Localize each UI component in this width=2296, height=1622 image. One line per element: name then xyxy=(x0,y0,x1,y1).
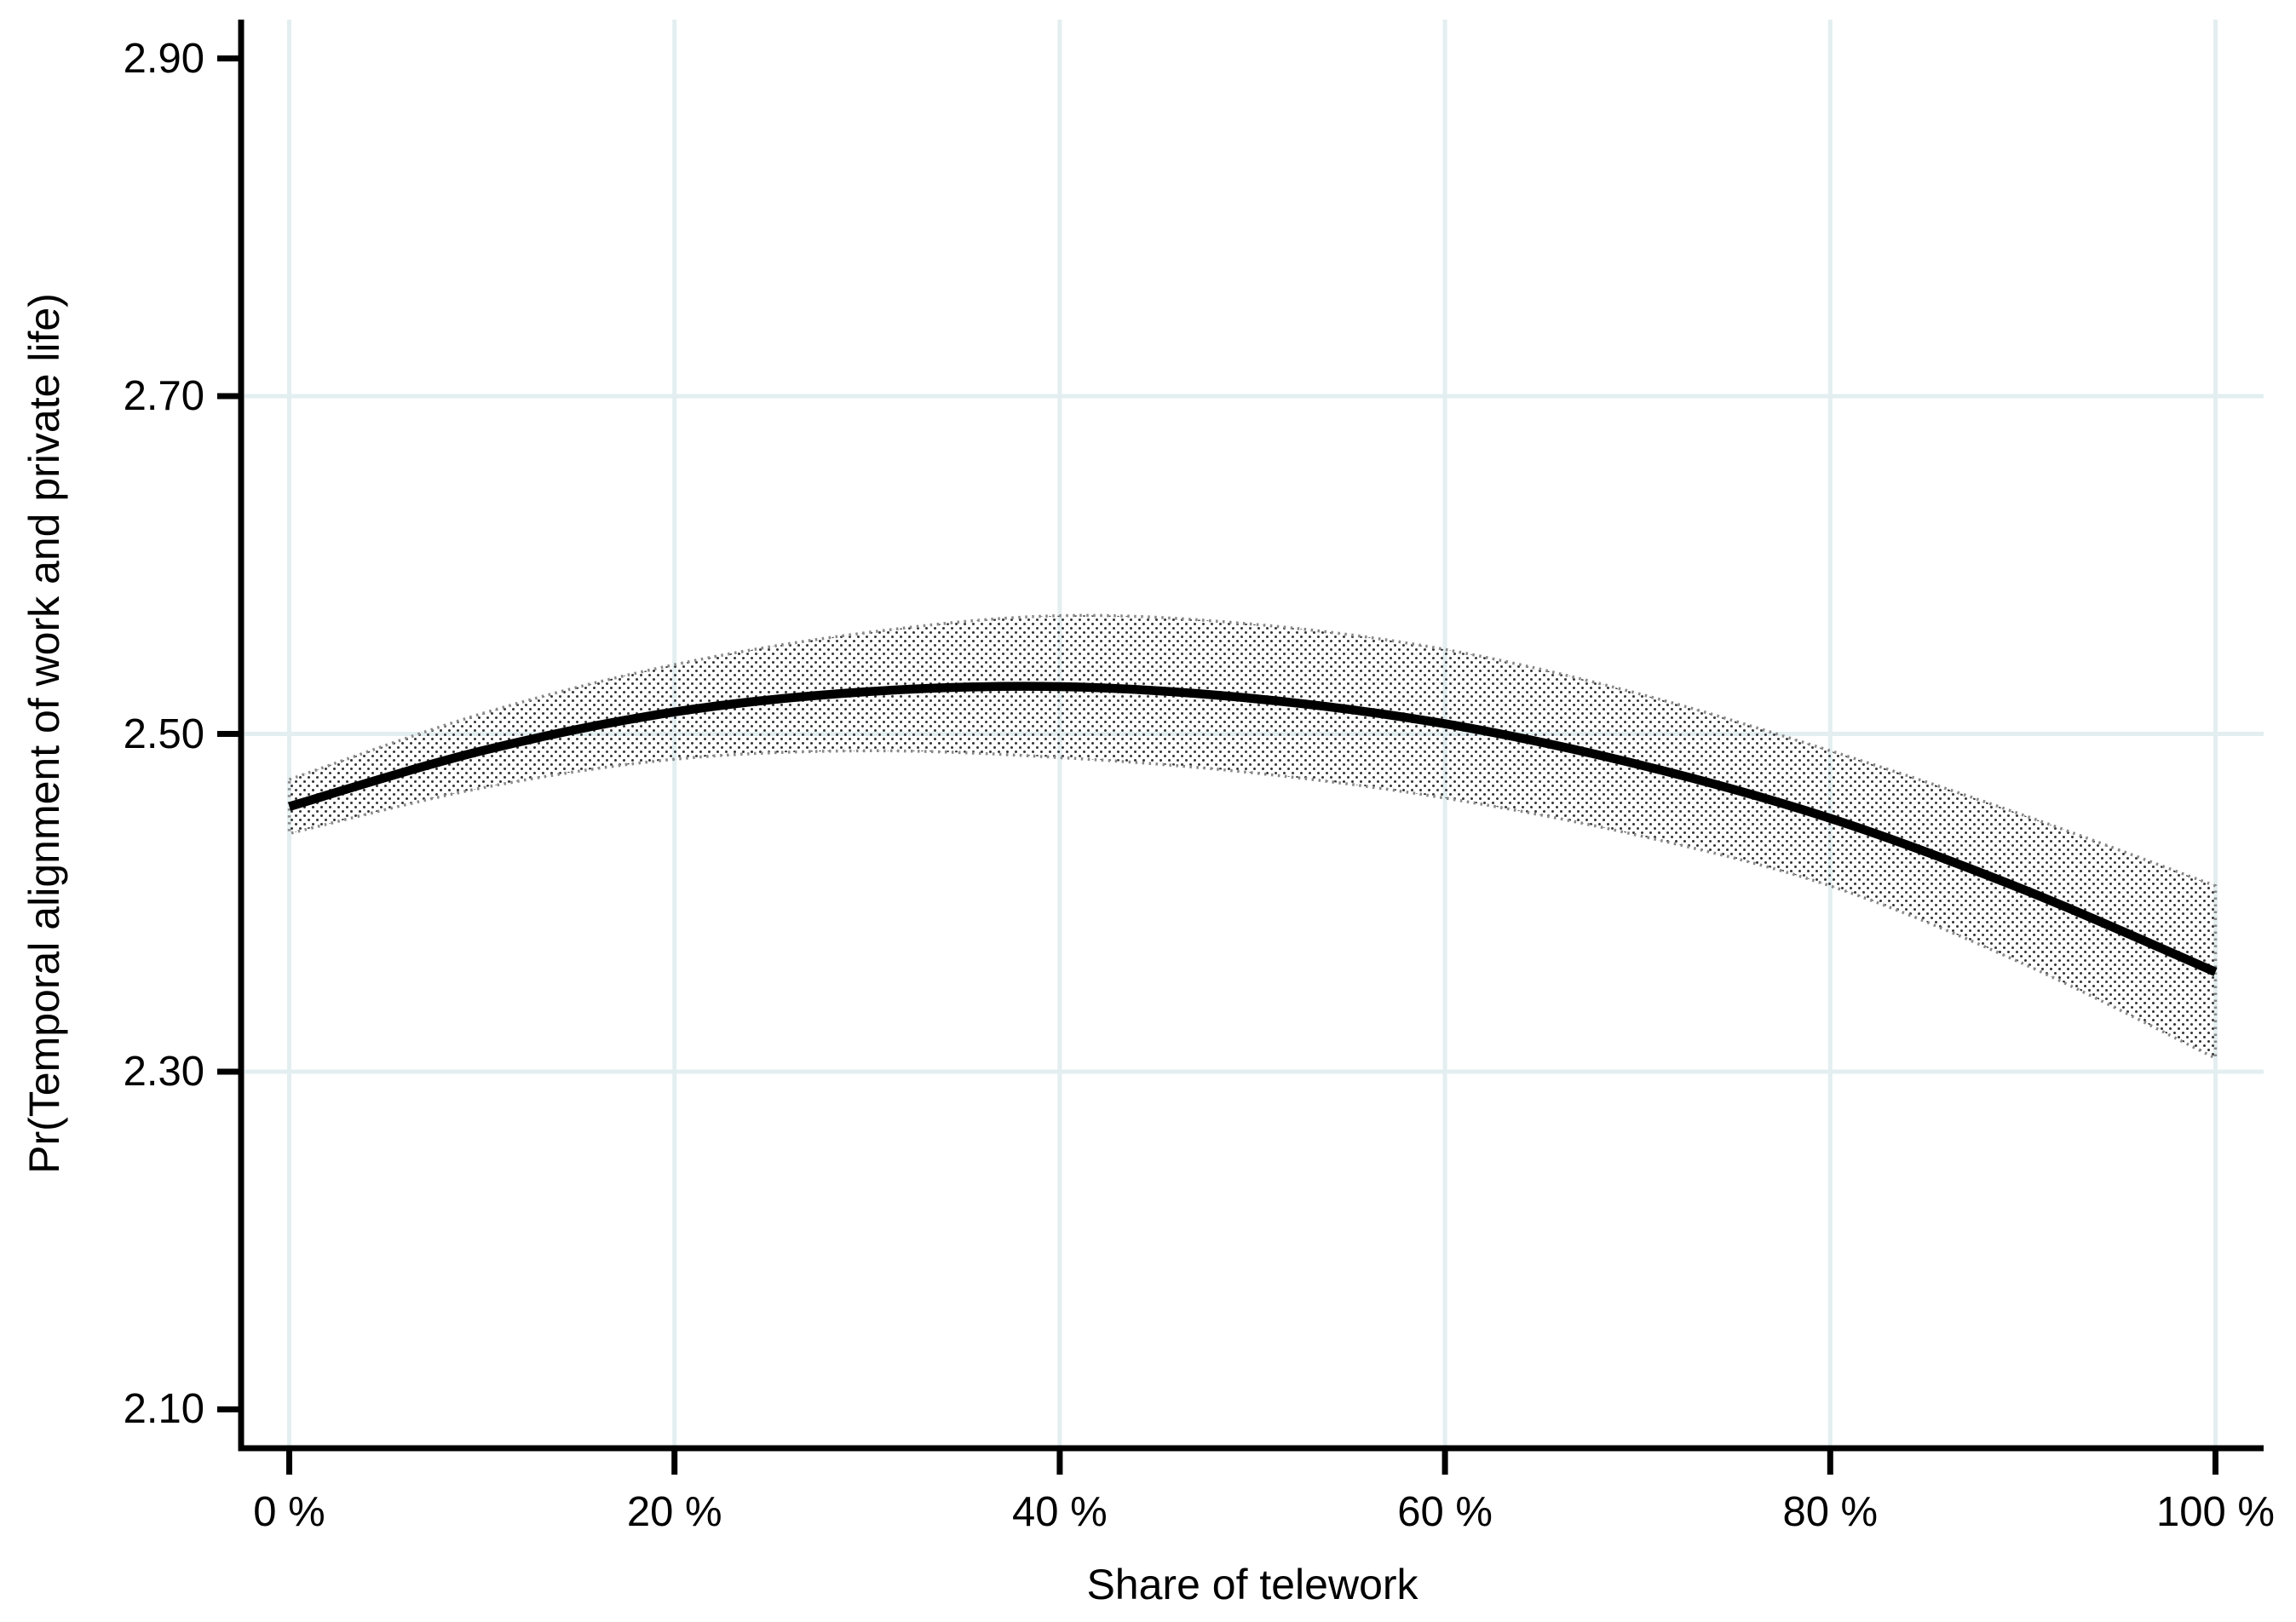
y-tick-label: 2.70 xyxy=(123,373,204,420)
x-tick-label: 20 % xyxy=(626,1489,722,1535)
y-tick-label: 2.10 xyxy=(123,1386,204,1433)
x-tick-label: 0 % xyxy=(253,1489,325,1535)
prediction-curve xyxy=(288,682,2218,976)
x-tick-label: 100 % xyxy=(2156,1489,2275,1535)
y-tick-label: 2.90 xyxy=(123,35,204,82)
y-tick-label: 2.50 xyxy=(123,710,204,757)
y-tick-label: 2.30 xyxy=(123,1048,204,1095)
x-tick-label: 40 % xyxy=(1012,1489,1108,1535)
x-tick-label: 80 % xyxy=(1782,1489,1879,1535)
x-axis-title: Share of telework xyxy=(1086,1561,1418,1608)
confidence-band-edge xyxy=(287,613,2218,1061)
x-tick-label: 60 % xyxy=(1397,1489,1493,1535)
confidence-band xyxy=(289,615,2216,1059)
